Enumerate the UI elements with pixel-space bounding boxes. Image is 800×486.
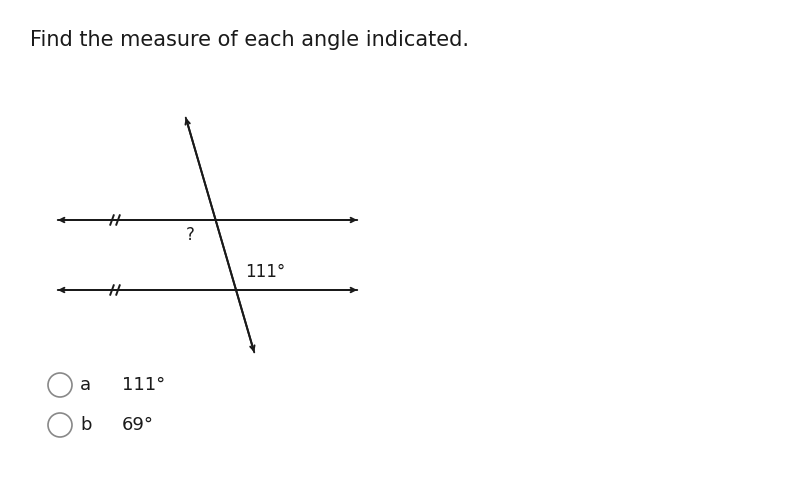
Text: Find the measure of each angle indicated.: Find the measure of each angle indicated… [30,30,469,50]
Text: a: a [80,376,91,394]
Text: 111°: 111° [122,376,166,394]
Text: b: b [80,416,91,434]
Text: 69°: 69° [122,416,154,434]
Text: 111°: 111° [245,263,286,281]
Text: ?: ? [186,226,195,244]
